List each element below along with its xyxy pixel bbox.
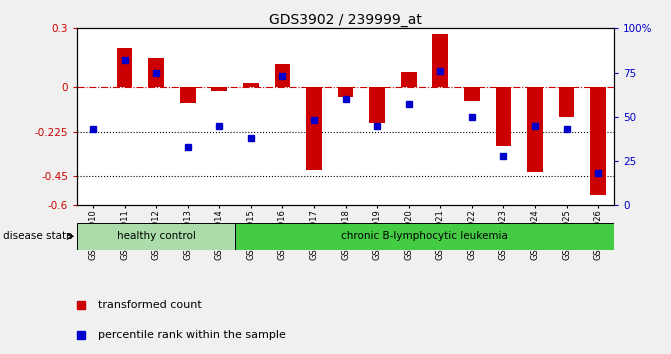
Bar [338,87,354,97]
Bar [464,87,480,101]
Bar [369,87,385,123]
Text: percentile rank within the sample: percentile rank within the sample [99,330,287,339]
Bar [274,64,291,87]
Text: healthy control: healthy control [117,231,195,241]
Bar [148,58,164,87]
Bar [559,87,574,117]
Bar [180,87,195,103]
Bar [527,87,543,172]
Bar [235,223,614,250]
Bar [496,87,511,146]
Bar [401,72,417,87]
Text: transformed count: transformed count [99,299,202,310]
Text: chronic B-lymphocytic leukemia: chronic B-lymphocytic leukemia [341,231,508,241]
Bar [432,34,448,87]
Bar [211,87,227,91]
Title: GDS3902 / 239999_at: GDS3902 / 239999_at [269,13,422,27]
Bar [77,223,235,250]
Bar [117,48,132,87]
Bar [306,87,322,170]
Bar [590,87,606,195]
Bar [243,84,259,87]
Text: disease state: disease state [3,232,73,241]
